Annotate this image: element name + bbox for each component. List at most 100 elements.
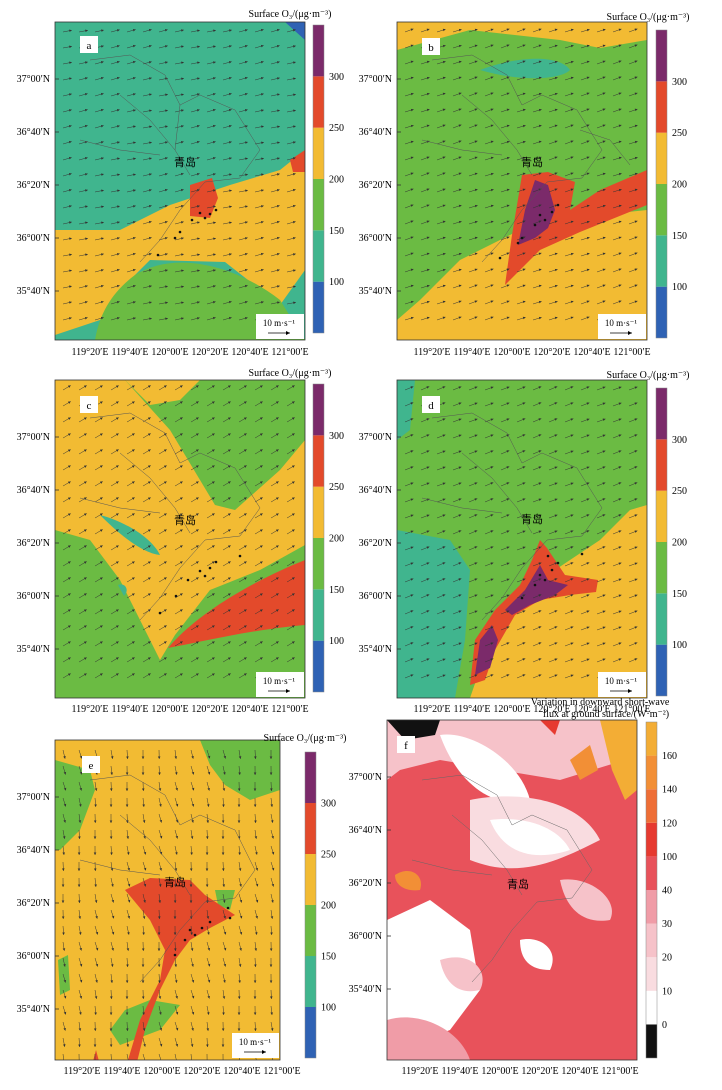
colorbar-segment xyxy=(313,538,324,589)
colorbar-segment xyxy=(305,905,316,956)
svg-text:10 m·s⁻¹: 10 m·s⁻¹ xyxy=(605,318,638,328)
wind-arrow-head xyxy=(62,1060,65,1063)
lat-tick-label: 37°00′N xyxy=(17,792,50,803)
wind-arrow-head xyxy=(78,1060,81,1063)
panel-e: e 青岛 10 m·s⁻¹ 37°00′N36°40′N36°20′N36°00… xyxy=(17,733,347,1077)
colorbar-tick-label: 250 xyxy=(672,486,687,497)
panel-c-wind-scale: 10 m·s⁻¹ xyxy=(256,672,304,697)
colorbar-tick-label: 150 xyxy=(329,585,344,596)
lon-tick-label: 119°40′E xyxy=(442,1066,479,1077)
lon-tick-label: 120°40′E xyxy=(231,347,268,358)
lat-tick-label: 36°00′N xyxy=(17,591,50,602)
lat-tick-label: 36°20′N xyxy=(359,538,392,549)
lon-tick-label: 119°40′E xyxy=(112,347,149,358)
colorbar-tick-label: 100 xyxy=(329,636,344,647)
colorbar-tick-label: 200 xyxy=(329,175,344,186)
colorbar-segment xyxy=(305,1007,316,1058)
panel-c-label: c xyxy=(87,400,92,412)
lat-tick-label: 36°00′N xyxy=(17,951,50,962)
panel-d-wind-scale: 10 m·s⁻¹ xyxy=(598,672,646,697)
colorbar-segment xyxy=(646,1024,657,1058)
lat-tick-label: 36°40′N xyxy=(359,127,392,138)
colorbar-segment xyxy=(656,542,667,593)
panel-f-label: f xyxy=(404,740,408,752)
lat-tick-label: 36°00′N xyxy=(349,931,382,942)
colorbar-tick-label: 300 xyxy=(329,72,344,83)
colorbar-tick-label: 0 xyxy=(662,1020,667,1031)
lon-tick-label: 120°00′E xyxy=(151,704,188,715)
lon-tick-label: 121°00′E xyxy=(613,347,650,358)
colorbar-tick-label: 30 xyxy=(662,919,672,930)
panel-a-colorbar-title: Surface O₃/(μg·m⁻³) xyxy=(249,9,332,20)
colorbar-segment xyxy=(656,287,667,338)
lon-tick-label: 120°20′E xyxy=(533,347,570,358)
colorbar-tick-label: 250 xyxy=(672,128,687,139)
colorbar-tick-label: 100 xyxy=(321,1003,336,1014)
colorbar-tick-label: 300 xyxy=(321,799,336,810)
panel-d-lat-ticks: 37°00′N36°40′N36°20′N36°00′N35°40′N xyxy=(359,432,401,655)
panel-d-label: d xyxy=(428,400,434,412)
lon-tick-label: 120°40′E xyxy=(231,704,268,715)
colorbar-segment xyxy=(305,956,316,1007)
colorbar-segment xyxy=(656,30,667,81)
wind-arrow-head xyxy=(255,1060,258,1063)
panel-e-label: e xyxy=(89,760,94,772)
colorbar-segment xyxy=(313,179,324,230)
panel-a-label: a xyxy=(87,40,92,52)
colorbar-tick-label: 160 xyxy=(662,751,677,762)
colorbar-segment xyxy=(646,722,657,756)
panel-b-colorbar-title: Surface O₃/(μg·m⁻³) xyxy=(607,12,690,23)
panel-e-lat-ticks: 37°00′N36°40′N36°20′N36°00′N35°40′N xyxy=(17,792,59,1015)
colorbar-segment xyxy=(313,487,324,538)
colorbar-tick-label: 120 xyxy=(662,818,677,829)
wind-arrow-head xyxy=(222,1060,225,1063)
colorbar-tick-label: 250 xyxy=(329,482,344,493)
lat-tick-label: 37°00′N xyxy=(17,432,50,443)
colorbar-segment xyxy=(305,854,316,905)
lat-tick-label: 36°40′N xyxy=(359,485,392,496)
lon-tick-label: 120°20′E xyxy=(191,704,228,715)
colorbar-segment xyxy=(305,803,316,854)
panel-f-city-label: 青岛 xyxy=(507,877,529,891)
lat-tick-label: 35°40′N xyxy=(17,1004,50,1015)
lat-tick-label: 36°40′N xyxy=(17,485,50,496)
colorbar-tick-label: 40 xyxy=(662,886,672,897)
lon-tick-label: 121°00′E xyxy=(271,347,308,358)
colorbar-segment xyxy=(656,388,667,439)
lon-tick-label: 119°20′E xyxy=(72,347,109,358)
colorbar-segment xyxy=(646,789,657,823)
panel-f: f 青岛 37°00′N36°40′N36°20′N36°00′N35°40′N… xyxy=(349,697,677,1077)
colorbar-segment xyxy=(646,991,657,1025)
panel-b: b 青岛 10 m·s⁻¹ 37°00′N36°40′N36°20′N36°00… xyxy=(359,12,690,358)
lat-tick-label: 36°00′N xyxy=(17,233,50,244)
svg-text:10 m·s⁻¹: 10 m·s⁻¹ xyxy=(263,676,296,686)
lon-tick-label: 120°40′E xyxy=(561,1066,598,1077)
lat-tick-label: 36°20′N xyxy=(349,878,382,889)
panel-f-colorbar-title-line1: Variation in downward short-wave xyxy=(531,697,670,708)
panel-b-city-label: 青岛 xyxy=(521,155,543,169)
lat-tick-label: 36°00′N xyxy=(359,591,392,602)
colorbar-tick-label: 10 xyxy=(662,986,672,997)
colorbar-tick-label: 300 xyxy=(672,435,687,446)
lon-tick-label: 120°20′E xyxy=(521,1066,558,1077)
colorbar-segment xyxy=(646,890,657,924)
lon-tick-label: 119°40′E xyxy=(454,347,491,358)
lon-tick-label: 120°00′E xyxy=(481,1066,518,1077)
wind-arrow-head xyxy=(94,1060,97,1063)
colorbar-tick-label: 20 xyxy=(662,953,672,964)
panel-c-lat-ticks: 37°00′N36°40′N36°20′N36°00′N35°40′N xyxy=(17,432,59,655)
colorbar-segment xyxy=(313,128,324,179)
panel-c: c 青岛 10 m·s⁻¹ 37°00′N36°40′N36°20′N36°00… xyxy=(17,368,344,715)
lon-tick-label: 120°20′E xyxy=(183,1066,220,1077)
colorbar-segment xyxy=(313,282,324,333)
colorbar-segment xyxy=(656,645,667,696)
lon-tick-label: 119°20′E xyxy=(64,1066,101,1077)
